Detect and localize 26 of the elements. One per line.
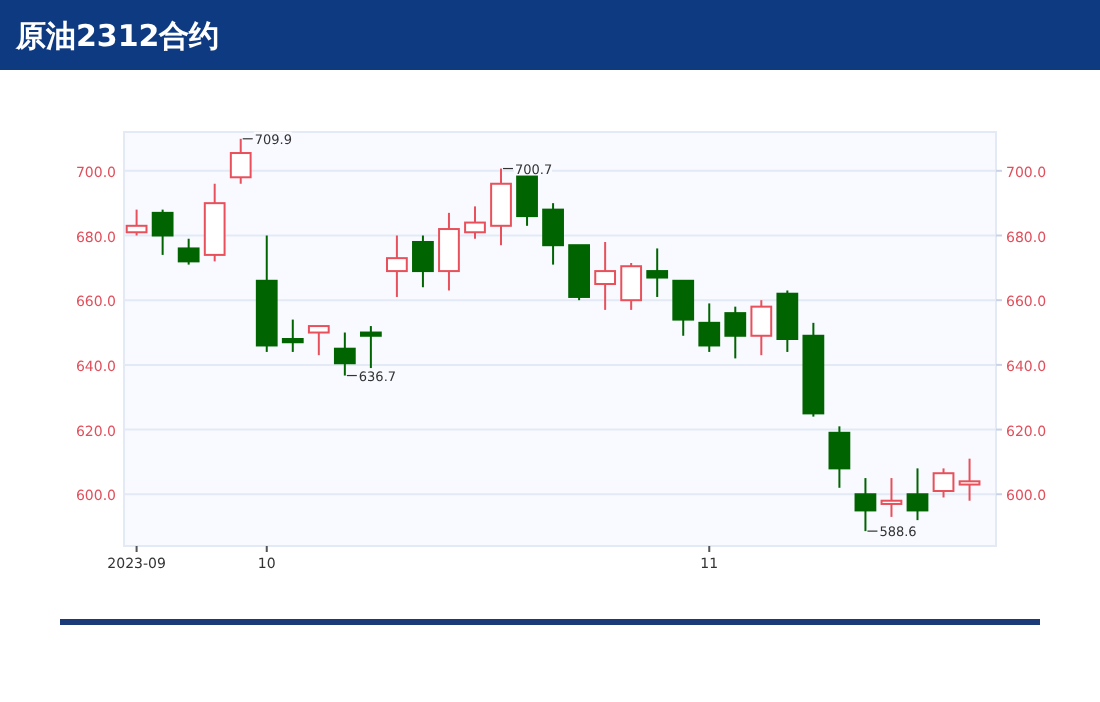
candlestick <box>151 208 174 256</box>
candlestick <box>776 289 799 353</box>
candlestick <box>281 318 304 353</box>
candlestick <box>464 205 486 240</box>
candlestick <box>750 299 773 357</box>
candlestick <box>177 237 200 266</box>
candlestick <box>438 211 460 292</box>
candlestick <box>542 202 564 266</box>
candlestick <box>620 261 643 311</box>
candlestick <box>412 234 434 289</box>
candlestick <box>359 325 382 370</box>
candlestick <box>854 477 877 533</box>
candlestick <box>307 325 330 357</box>
candlestick <box>724 305 747 360</box>
candlestick <box>646 247 669 298</box>
candlestick <box>932 467 955 499</box>
candlestick <box>958 457 981 502</box>
candlestick <box>880 477 903 518</box>
candlestick <box>594 240 617 311</box>
candlestick <box>906 467 929 522</box>
candlestick <box>698 302 721 353</box>
chart-title: 原油2312合约 <box>14 18 220 54</box>
candlestick <box>516 173 538 227</box>
candlestick <box>386 234 408 298</box>
candlestick <box>672 279 695 337</box>
candlestick <box>828 425 851 489</box>
